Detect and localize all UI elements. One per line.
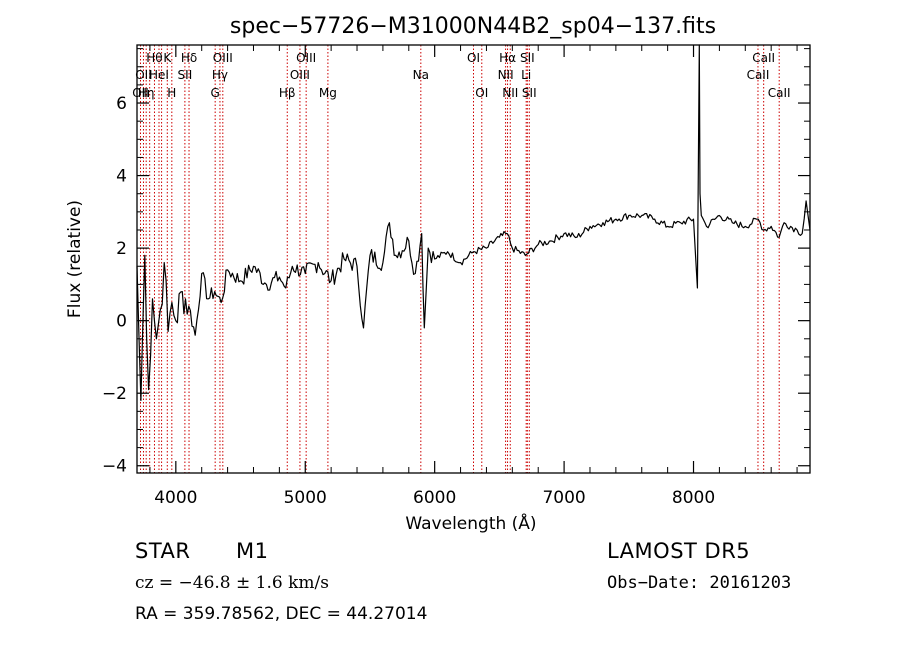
x-tick-label: 4000 bbox=[154, 488, 197, 508]
y-tick-label: 6 bbox=[116, 94, 127, 114]
line-label: Hα bbox=[499, 51, 516, 65]
spectral-line-markers bbox=[139, 45, 780, 473]
line-label: K bbox=[163, 51, 172, 65]
x-tick-label: 7000 bbox=[542, 488, 585, 508]
line-label: Hγ bbox=[212, 68, 228, 82]
line-label: Na bbox=[413, 68, 429, 82]
line-label: H bbox=[167, 86, 176, 100]
line-label: OIII bbox=[290, 68, 310, 82]
spectrum-series-line bbox=[136, 44, 811, 402]
line-label: NII bbox=[498, 68, 514, 82]
line-label: CaII bbox=[747, 68, 770, 82]
line-label: SII bbox=[520, 51, 535, 65]
line-label: OI bbox=[467, 51, 480, 65]
line-label: NII bbox=[502, 86, 518, 100]
y-tick-label: 4 bbox=[116, 167, 127, 187]
line-label: Hη bbox=[138, 86, 155, 100]
line-label: HeI bbox=[149, 68, 169, 82]
coordinates-readout: RA = 359.78562, DEC = 44.27014 bbox=[135, 604, 428, 624]
y-axis-label: Flux (relative) bbox=[65, 200, 85, 318]
line-label: CaII bbox=[768, 86, 791, 100]
x-axis-label: Wavelength (Å) bbox=[405, 512, 536, 534]
axis-ticks: 4000 5000 6000 7000 8000 −4 −2 0 2 4 6 bbox=[102, 45, 810, 508]
plot-frame bbox=[136, 44, 811, 474]
line-label: Hθ bbox=[146, 51, 162, 65]
survey-name: LAMOST DR5 bbox=[607, 539, 751, 563]
line-label: OII bbox=[132, 86, 149, 100]
y-tick-label: 2 bbox=[116, 239, 127, 259]
y-tick-label: 0 bbox=[116, 312, 127, 332]
x-tick-label: 8000 bbox=[672, 488, 715, 508]
velocity-readout: cz = −46.8 ± 1.6 km/s bbox=[135, 573, 329, 593]
line-label: OIII bbox=[213, 51, 233, 65]
line-label: Hδ bbox=[181, 51, 197, 65]
object-subclass: M1 bbox=[236, 539, 269, 563]
observation-date: Obs−Date: 20161203 bbox=[607, 573, 792, 593]
line-label: OII bbox=[135, 68, 152, 82]
object-class: STAR bbox=[135, 539, 191, 563]
line-label: SII bbox=[522, 86, 537, 100]
line-label: Hβ bbox=[279, 86, 296, 100]
line-label: G bbox=[211, 86, 220, 100]
x-tick-label: 6000 bbox=[413, 488, 456, 508]
line-label: CaII bbox=[752, 51, 775, 65]
line-label: Mg bbox=[319, 86, 337, 100]
line-label: Li bbox=[521, 68, 531, 82]
x-tick-label: 5000 bbox=[284, 488, 327, 508]
line-label: OI bbox=[475, 86, 488, 100]
chart-title: spec−57726−M31000N44B2_sp04−137.fits bbox=[230, 14, 716, 39]
y-tick-label: −4 bbox=[102, 457, 127, 477]
line-label: OIII bbox=[296, 51, 316, 65]
y-tick-label: −2 bbox=[102, 384, 127, 404]
line-label: SII bbox=[178, 68, 193, 82]
spectral-line-labels: OIIOIIHηHθHeIKHSIIHδGHγOIIIHβOIIIOIIIMgN… bbox=[132, 51, 790, 100]
